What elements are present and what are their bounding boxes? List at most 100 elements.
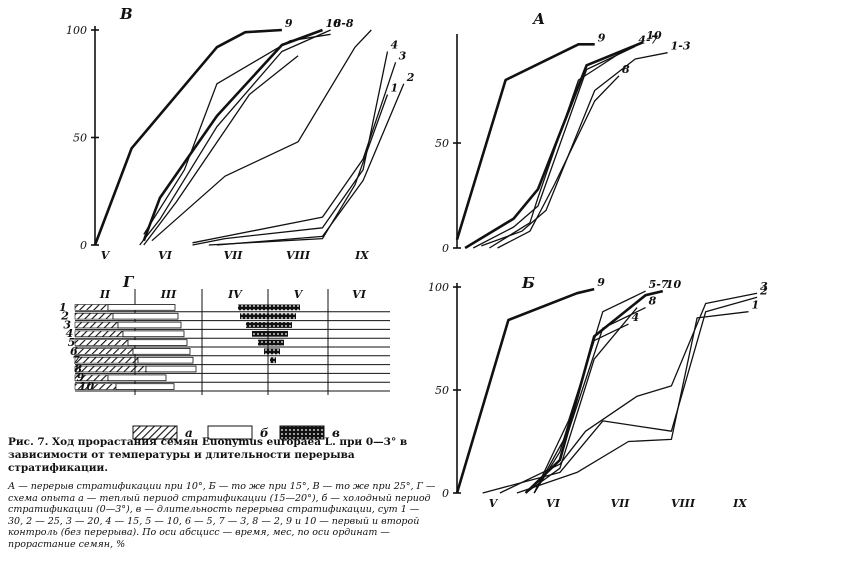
series-line (499, 292, 758, 494)
scheme-row-label: 6 (70, 345, 78, 358)
x-tick-label: V (101, 249, 111, 262)
figure-caption: Рис. 7. Ход прорастания семян Euonymus e… (8, 436, 436, 550)
scheme-title: Г (122, 273, 135, 291)
scheme-row-label: 4 (66, 327, 74, 340)
scheme-row-label: 10 (79, 380, 95, 393)
series-label: 9 (597, 276, 605, 289)
scheme-warm-bar (74, 348, 134, 355)
chart-title: Б (521, 274, 535, 292)
x-tick-label: VIII (286, 249, 311, 262)
chart-title: В (119, 5, 133, 23)
caption-body: А — перерыв стратификации при 10°, Б — т… (8, 481, 436, 550)
scheme-row-label: 7 (72, 354, 80, 367)
series-label: 3 (760, 280, 768, 293)
y-tick-label: 0 (80, 239, 87, 252)
series-label: 1 (391, 82, 399, 95)
x-tick-label: VI (158, 249, 173, 262)
series-line (533, 307, 646, 494)
legend-swatch (132, 425, 178, 440)
scheme-month-label: IV (227, 288, 243, 301)
series-label: 2 (759, 284, 768, 297)
legend: а б в (132, 425, 340, 440)
scheme-warm-bar (74, 304, 109, 311)
y-tick-label: 50 (435, 137, 449, 150)
series-line (192, 62, 397, 244)
scheme-warm-bar (74, 321, 119, 329)
series-line (143, 55, 299, 246)
chart-panel-b: Б 0 50 100 V VI VII VIII IX 9 5-710 48 32 1 (428, 274, 768, 510)
series-line (472, 45, 636, 249)
scheme-cold-bar (137, 356, 194, 364)
series-label: 5-7 (649, 278, 669, 291)
scheme-pause-bar (238, 304, 300, 311)
scheme-month-label: VI (352, 288, 367, 301)
series-label: 8 (622, 63, 630, 76)
caption-title: Рис. 7. Ход прорастания семян Euonymus e… (8, 436, 408, 474)
scheme-pause-bar (240, 313, 296, 320)
series-line (455, 43, 595, 240)
series-line (516, 311, 749, 494)
series-line (139, 29, 331, 246)
series-line (524, 289, 664, 494)
scheme-cold-bar (145, 365, 197, 373)
x-tick-label: VII (611, 497, 631, 510)
series-label: 10 (326, 17, 342, 30)
series-line (482, 296, 758, 494)
series-line (481, 52, 668, 247)
series-line (192, 51, 389, 246)
series-line (143, 33, 331, 235)
scheme-month-label: III (160, 288, 177, 301)
y-tick-label: 50 (73, 132, 87, 145)
series-line (93, 28, 282, 246)
x-tick-label: VI (546, 497, 561, 510)
series-label: 10 (646, 29, 662, 42)
scheme-cold-bar (107, 374, 167, 382)
series-line (464, 40, 644, 250)
scheme-warm-bar (74, 365, 147, 373)
x-tick-label: VIII (671, 497, 696, 510)
scheme-pause-bar (258, 339, 284, 346)
series-line (208, 94, 389, 246)
scheme-pause-bar (252, 330, 288, 337)
y-tick-label: 0 (442, 487, 449, 500)
y-tick-label: 0 (442, 242, 449, 255)
series-label: 9 (285, 17, 293, 30)
y-tick-label: 100 (428, 281, 449, 294)
scheme-row-label: 8 (74, 362, 82, 375)
series-line (497, 75, 620, 249)
series-label: 8 (649, 295, 657, 308)
scheme-row-label: 9 (77, 371, 85, 384)
series-line (525, 307, 638, 494)
scheme-warm-bar (74, 356, 139, 364)
series-line (489, 47, 628, 249)
series-line (455, 287, 595, 494)
scheme-pause-bar (264, 348, 280, 355)
x-tick-label: IX (732, 497, 747, 510)
x-tick-label: IX (354, 249, 369, 262)
scheme-warm-bar (74, 339, 129, 346)
series-label: 1 (752, 299, 760, 312)
x-tick-label: VII (224, 249, 244, 262)
series-label: 4 (391, 39, 399, 52)
scheme-cold-bar (132, 348, 191, 355)
chart-title: А (532, 10, 545, 28)
x-tick-label: V (489, 497, 499, 510)
scheme-cold-bar (107, 304, 176, 311)
scheme-row-label: 2 (60, 310, 69, 323)
series-line (151, 29, 372, 242)
series-line (533, 323, 629, 494)
chart-panel-v: В 0 50 100 V VI VII VIII IX 9 108-8 43 12 (66, 5, 415, 262)
series-label: 1-3 (671, 40, 691, 53)
y-tick-label: 100 (66, 24, 87, 37)
scheme-row-label: 3 (63, 318, 71, 331)
scheme-cold-bar (127, 339, 188, 346)
legend-label: в (332, 426, 340, 440)
legend-label: а (185, 426, 193, 440)
scheme-row-label: 5 (68, 336, 76, 349)
scheme-cold-bar (122, 330, 185, 338)
series-label: 3 (399, 49, 407, 62)
series-label: 8-8 (334, 17, 354, 30)
series-label: 10 (666, 278, 682, 291)
